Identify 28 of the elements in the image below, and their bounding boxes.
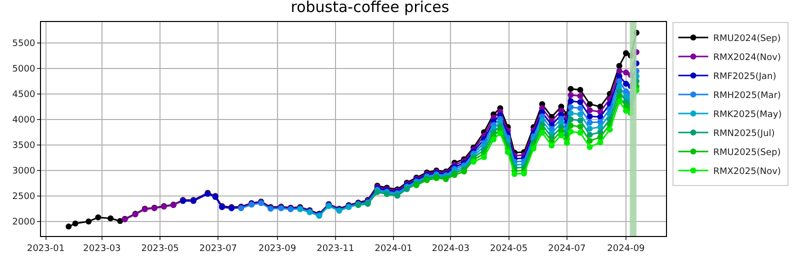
x-tick-label: 2023-07 (199, 244, 238, 254)
x-tick-label: 2024-05 (490, 244, 528, 254)
x-tick-label: 2023-01 (26, 244, 65, 254)
chart-title: robusta-coffee prices (290, 0, 450, 16)
legend-label: RMH2025(Mar) (713, 91, 781, 102)
x-tick-label: 2024-01 (374, 244, 412, 254)
y-tick-label: 2500 (12, 192, 36, 202)
y-tick-label: 2000 (12, 218, 36, 228)
x-tick-label: 2024-09 (607, 244, 646, 254)
x-tick-label: 2023-11 (316, 244, 354, 254)
x-tick-label: 2024-03 (432, 244, 470, 254)
legend-label: RMF2025(Jan) (713, 72, 776, 82)
y-tick-label: 4000 (12, 116, 36, 126)
legend-label: RMK2025(May) (713, 110, 782, 120)
y-tick-label: 3000 (12, 166, 36, 177)
legend-label: RMX2024(Nov) (713, 53, 781, 64)
x-tick-label: 2023-09 (258, 244, 296, 254)
x-tick-label: 2023-05 (141, 244, 179, 254)
legend-label: RMX2025(Nov) (713, 167, 781, 178)
y-tick-label: 4500 (12, 90, 36, 100)
y-tick-label: 3500 (12, 141, 36, 152)
legend-label: RMU2025(Sep) (713, 148, 781, 158)
x-tick-label: 2023-03 (83, 244, 121, 254)
legend-label: RMU2024(Sep) (713, 34, 781, 44)
x-tick-label: 2024-07 (548, 244, 586, 254)
y-tick-label: 5000 (12, 64, 36, 75)
y-tick-label: 5500 (12, 39, 36, 50)
legend-label: RMN2025(Jul) (713, 129, 775, 140)
